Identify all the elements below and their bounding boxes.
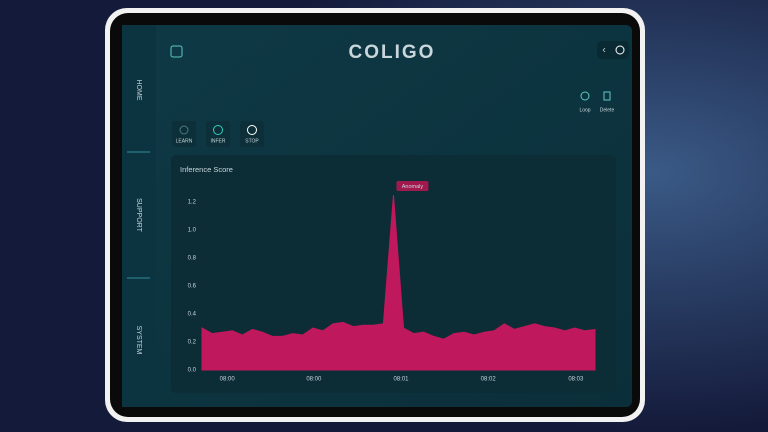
annotation-box	[396, 181, 429, 191]
delete-icon[interactable]	[603, 91, 611, 101]
chart-title: Inference Score	[180, 165, 233, 174]
annotation: Anomaly	[402, 184, 424, 190]
y-tick-label: 1.0	[188, 228, 197, 234]
nav-item[interactable]: SUPPORT	[135, 198, 142, 232]
action-label[interactable]: Delete	[600, 107, 615, 113]
action-label[interactable]: Loop	[579, 107, 590, 113]
infer-icon	[213, 125, 223, 135]
x-tick-label: 08:03	[568, 377, 584, 383]
y-tick-label: 1.2	[188, 200, 197, 206]
y-tick-label: 0.0	[188, 368, 197, 374]
loop-icon[interactable]	[580, 91, 590, 101]
learn-icon	[179, 125, 189, 135]
menu-icon[interactable]	[170, 45, 183, 58]
stop-icon	[247, 125, 257, 135]
logo: COLIGO	[349, 42, 436, 63]
side-nav	[122, 25, 156, 407]
x-tick-label: 08:00	[306, 377, 322, 383]
bell-icon[interactable]	[615, 45, 625, 55]
plot: 0.0 0.2 0.4 0.6 0.8 1.0 1.2 08:00 08:00 08:01 08:0…	[188, 181, 596, 383]
back-icon[interactable]: ‹	[602, 45, 605, 56]
x-tick-label: 08:00	[220, 377, 236, 383]
nav-item[interactable]: SYSTEM	[135, 326, 142, 355]
y-tick-label: 0.8	[188, 256, 197, 262]
y-tick-label: 0.6	[188, 284, 197, 290]
y-tick-label: 0.2	[188, 340, 197, 346]
header-actions	[597, 41, 629, 59]
control-label: INFER	[211, 138, 226, 144]
control-label: STOP	[245, 138, 259, 144]
x-tick-label: 08:02	[481, 377, 497, 383]
control-label: LEARN	[176, 138, 193, 144]
nav-item[interactable]: HOME	[135, 80, 142, 101]
x-tick-label: 08:01	[394, 377, 410, 383]
y-tick-label: 0.4	[188, 312, 197, 318]
area	[201, 194, 596, 371]
